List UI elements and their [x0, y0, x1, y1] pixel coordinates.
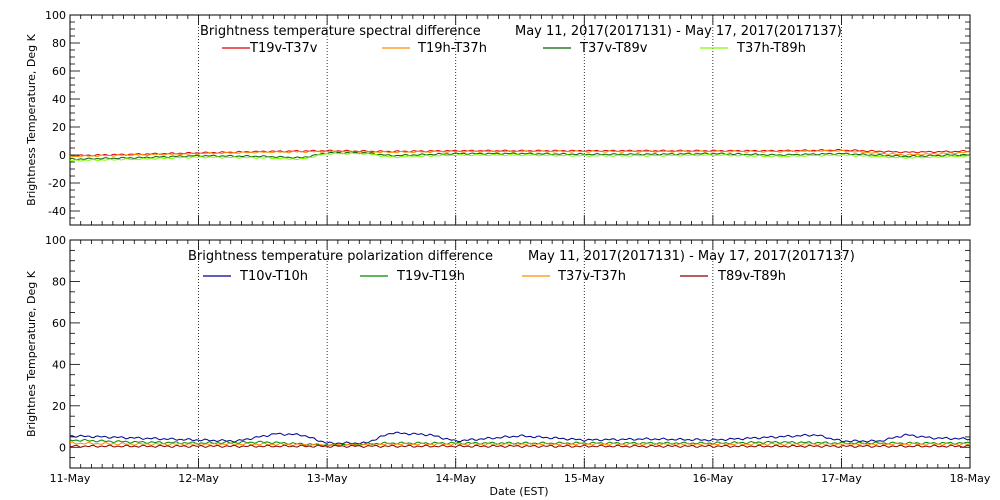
- series-line-t19v-t19h: [69, 438, 971, 447]
- y-axis-label: Brightness Temperature, Deg K: [25, 33, 38, 205]
- y-tick-label: 40: [52, 93, 66, 106]
- series-line-t89v-t89h: [69, 444, 971, 449]
- series-line-t37h-t89h: [69, 152, 971, 162]
- polarization-difference-panel: 0 20 40 60 80 100 11-May 12-May 13-May 14-May 15-M…: [25, 234, 991, 485]
- y-tick-label: 60: [52, 65, 66, 78]
- x-tick-label: 15-May: [564, 472, 605, 485]
- y-tick-label: 60: [52, 317, 66, 330]
- series-line-t19v-t37v: [69, 148, 971, 157]
- series-line-t37v-t89v: [69, 151, 971, 161]
- x-tick-label: 18-May: [950, 472, 991, 485]
- legend-label: T19v-T19h: [396, 269, 465, 284]
- series-line-t19h-t37h: [69, 149, 971, 158]
- legend-label: T89v-T89h: [717, 269, 786, 284]
- chart-title: Brightness temperature spectral differen…: [200, 24, 481, 39]
- spectral-difference-panel: -40 -20 0 20 40 60 80 100 Brightness Temperature…: [25, 9, 971, 226]
- y-tick-label: -20: [48, 177, 66, 190]
- y-tick-label: 0: [59, 441, 66, 454]
- legend-label: T37h-T89h: [736, 41, 806, 56]
- x-tick-label: 11-May: [50, 472, 91, 485]
- x-tick-label: 14-May: [435, 472, 476, 485]
- chart-date-range: May 11, 2017(2017131) - May 17, 2017(201…: [515, 24, 842, 39]
- chart-title: Brightness temperature polarization diff…: [188, 249, 493, 264]
- plot-frame: [69, 14, 971, 226]
- plot-frame: [69, 239, 971, 469]
- x-tick-label: 16-May: [692, 472, 733, 485]
- y-tick-label: 80: [52, 275, 66, 288]
- series-line-t10v-t10h: [69, 431, 971, 445]
- y-tick-label: 40: [52, 358, 66, 371]
- y-tick-label: 80: [52, 37, 66, 50]
- y-tick-label: 100: [45, 234, 66, 247]
- series-line-t37v-t37h: [69, 441, 971, 447]
- legend-label: T19h-T37h: [417, 41, 487, 56]
- legend-label: T37v-T89v: [579, 41, 648, 56]
- legend-label: T10v-T10h: [239, 269, 308, 284]
- x-tick-label: 17-May: [821, 472, 862, 485]
- legend-label: T37v-T37h: [557, 269, 626, 284]
- y-axis-label: Brightnes Temperature, Deg K: [25, 270, 38, 437]
- y-tick-label: 0: [59, 149, 66, 162]
- y-tick-label: 100: [45, 9, 66, 22]
- chart-date-range: May 11, 2017(2017131) - May 17, 2017(201…: [528, 249, 855, 264]
- x-tick-label: 13-May: [307, 472, 348, 485]
- x-axis-label: Date (EST): [489, 485, 548, 498]
- y-tick-label: 20: [52, 400, 66, 413]
- y-tick-label: -40: [48, 205, 66, 218]
- x-tick-label: 12-May: [178, 472, 219, 485]
- y-tick-label: 20: [52, 121, 66, 134]
- legend-label: T19v-T37v: [249, 41, 318, 56]
